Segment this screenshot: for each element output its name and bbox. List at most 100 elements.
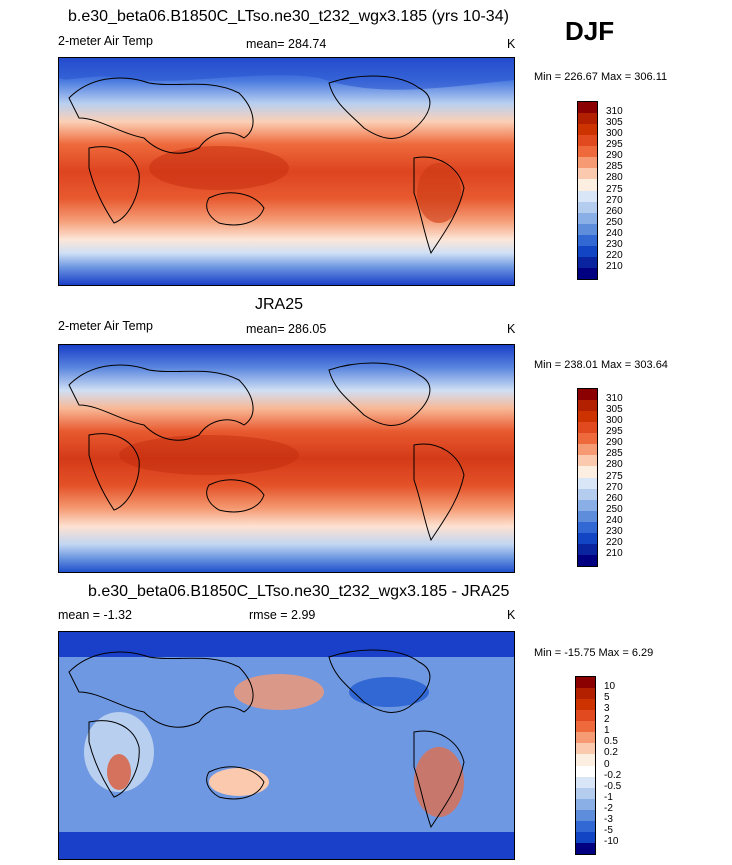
panel1-colorbar-labels: 310 305 300 295 290 285 280 275 270 260 250 240 230 2… <box>606 101 666 280</box>
colorbar-label: 285 <box>606 448 623 460</box>
panel3-minmax: Min = -15.75 Max = 6.29 <box>534 647 654 659</box>
colorbar-label: 260 <box>606 205 623 217</box>
colorbar-label: 300 <box>606 128 623 140</box>
colorbar-label: 0 <box>604 758 610 770</box>
colorbar-cell <box>578 190 597 202</box>
panel3-colorbar-labels: 10 5 3 2 1 0.5 0.2 0 -0.2 -0.5 -1 -2 -3 -5 -10 <box>604 676 664 855</box>
colorbar-cell <box>578 212 597 224</box>
colorbar-cell <box>576 677 595 689</box>
colorbar-label: -3 <box>604 813 613 825</box>
panel3-map <box>58 631 515 860</box>
colorbar-label: -2 <box>604 802 613 814</box>
colorbar-label: 305 <box>606 117 623 129</box>
colorbar-label: 290 <box>606 150 623 162</box>
colorbar-label: 280 <box>606 172 623 184</box>
panel2-units: K <box>507 322 516 336</box>
panel3-colorbar-cells <box>576 677 595 854</box>
colorbar-label: 0.5 <box>604 736 618 748</box>
colorbar-label: 240 <box>606 227 623 239</box>
colorbar-label: 305 <box>606 404 623 416</box>
colorbar-label: 1 <box>604 725 610 737</box>
colorbar-label: 310 <box>606 106 623 118</box>
colorbar-cell <box>576 831 595 843</box>
colorbar-label: 2 <box>604 714 610 726</box>
panel2-colorbar <box>577 388 598 567</box>
colorbar-label: -1 <box>604 791 613 803</box>
colorbar-cell <box>576 743 595 755</box>
colorbar-cell <box>578 146 597 158</box>
colorbar-cell <box>578 124 597 136</box>
panel1-title: b.e30_beta06.B1850C_LTso.ne30_t232_wgx3.… <box>68 8 509 25</box>
colorbar-cell <box>578 245 597 257</box>
colorbar-cell <box>576 710 595 722</box>
colorbar-cell <box>576 732 595 744</box>
colorbar-label: 240 <box>606 514 623 526</box>
colorbar-cell <box>578 113 597 125</box>
colorbar-label: 230 <box>606 525 623 537</box>
colorbar-cell <box>578 422 597 434</box>
colorbar-label: 275 <box>606 183 623 195</box>
colorbar-cell <box>578 201 597 213</box>
panel1-colorbar-cells <box>578 102 597 279</box>
colorbar-label: 210 <box>606 547 623 559</box>
colorbar-label: 250 <box>606 216 623 228</box>
colorbar-cell <box>578 389 597 401</box>
colorbar-label: -5 <box>604 824 613 836</box>
panel1-minmax: Min = 226.67 Max = 306.11 <box>534 71 668 83</box>
colorbar-cell <box>578 521 597 533</box>
colorbar-cell <box>576 787 595 799</box>
colorbar-cell <box>576 688 595 700</box>
panel3-map-field <box>59 632 514 859</box>
colorbar-cell <box>576 721 595 733</box>
panel2-title: JRA25 <box>255 296 304 313</box>
panel1-colorbar <box>577 101 598 280</box>
colorbar-cell <box>578 488 597 500</box>
colorbar-cell <box>578 466 597 478</box>
season-label: DJF <box>565 16 615 46</box>
colorbar-cell <box>576 842 595 854</box>
panel3-units: K <box>507 608 516 622</box>
panel2-colorbar-labels: 310 305 300 295 290 285 280 275 270 260 250 240 230 2… <box>606 388 666 567</box>
colorbar-label: 270 <box>606 194 623 206</box>
colorbar-cell <box>578 256 597 268</box>
colorbar-cell <box>576 699 595 711</box>
panel1-units: K <box>507 37 516 51</box>
panel1-map <box>58 57 515 286</box>
panel1-variable: 2-meter Air Temp <box>58 34 153 48</box>
panel1-mean: mean= 284.74 <box>246 37 327 51</box>
colorbar-label: 280 <box>606 459 623 471</box>
panel2-variable: 2-meter Air Temp <box>58 319 153 333</box>
colorbar-cell <box>578 135 597 147</box>
colorbar-cell <box>578 477 597 489</box>
colorbar-cell <box>578 157 597 169</box>
panel3-rmse: rmse = 2.99 <box>249 608 316 622</box>
colorbar-cell <box>578 411 597 423</box>
colorbar-cell <box>578 444 597 456</box>
colorbar-cell <box>576 809 595 821</box>
colorbar-cell <box>578 433 597 445</box>
panel2-colorbar-cells <box>578 389 597 566</box>
colorbar-label: 3 <box>604 703 610 715</box>
colorbar-cell <box>578 455 597 467</box>
colorbar-label: 260 <box>606 492 623 504</box>
panel2-map <box>58 344 515 573</box>
colorbar-cell <box>576 754 595 766</box>
colorbar-cell <box>578 267 597 279</box>
panel3-colorbar <box>575 676 596 855</box>
colorbar-cell <box>578 400 597 412</box>
colorbar-cell <box>578 179 597 191</box>
colorbar-cell <box>578 499 597 511</box>
colorbar-label: 300 <box>606 415 623 427</box>
colorbar-label: 275 <box>606 470 623 482</box>
colorbar-cell <box>578 510 597 522</box>
colorbar-label: 5 <box>604 692 610 704</box>
colorbar-cell <box>578 168 597 180</box>
colorbar-label: 285 <box>606 161 623 173</box>
colorbar-cell <box>578 532 597 544</box>
colorbar-label: 230 <box>606 238 623 250</box>
colorbar-cell <box>578 543 597 555</box>
panel2-minmax: Min = 238.01 Max = 303.64 <box>534 359 668 371</box>
colorbar-label: 0.2 <box>604 747 618 759</box>
colorbar-label: -0.2 <box>604 769 622 781</box>
colorbar-cell <box>578 223 597 235</box>
